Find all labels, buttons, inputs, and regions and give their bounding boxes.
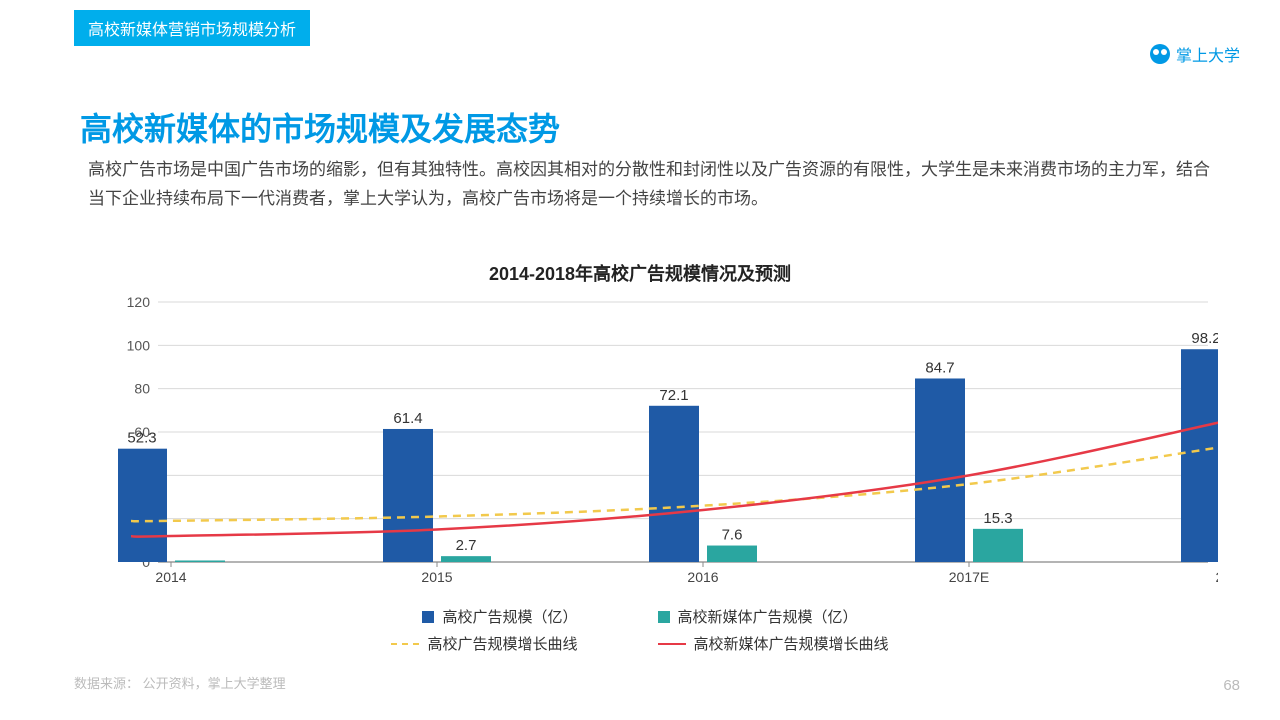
brand-icon	[1150, 44, 1170, 64]
svg-text:100: 100	[127, 337, 151, 353]
svg-text:120: 120	[127, 294, 151, 310]
svg-text:84.7: 84.7	[925, 359, 954, 376]
legend-bar2: 高校新媒体广告规模（亿）	[658, 606, 858, 627]
page-description: 高校广告市场是中国广告市场的缩影，但有其独特性。高校因其相对的分散性和封闭性以及…	[88, 156, 1220, 214]
svg-text:2018e: 2018e	[1216, 569, 1218, 585]
svg-text:61.4: 61.4	[393, 410, 422, 427]
data-source: 数据来源： 公开资料，掌上大学整理	[74, 673, 286, 692]
svg-text:2016: 2016	[687, 569, 718, 585]
svg-text:7.6: 7.6	[722, 527, 743, 544]
legend-line2: 高校新媒体广告规模增长曲线	[658, 633, 889, 654]
page-title: 高校新媒体的市场规模及发展态势	[80, 104, 560, 150]
svg-text:2.7: 2.7	[456, 537, 477, 554]
svg-text:2014: 2014	[155, 569, 186, 585]
svg-text:52.3: 52.3	[127, 430, 156, 447]
chart-title: 2014-2018年高校广告规模情况及预测	[0, 260, 1280, 286]
legend-bar1: 高校广告规模（亿）	[422, 606, 577, 627]
svg-text:80: 80	[134, 381, 150, 397]
brand-text: 掌上大学	[1176, 42, 1240, 66]
svg-text:2017E: 2017E	[949, 569, 989, 585]
svg-text:15.3: 15.3	[983, 510, 1012, 527]
svg-text:72.1: 72.1	[659, 387, 688, 404]
brand-badge: 掌上大学	[1150, 42, 1240, 66]
bar-line-chart: 02040608010012052.3201461.42.7201572.17.…	[118, 292, 1218, 592]
section-banner: 高校新媒体营销市场规模分析	[74, 10, 310, 46]
chart-legend: 高校广告规模（亿） 高校新媒体广告规模（亿） 高校广告规模增长曲线 高校新媒体广…	[0, 606, 1280, 654]
page-number: 68	[1223, 677, 1240, 694]
legend-line1: 高校广告规模增长曲线	[391, 633, 577, 654]
svg-text:2015: 2015	[421, 569, 452, 585]
svg-text:98.2: 98.2	[1191, 330, 1218, 347]
